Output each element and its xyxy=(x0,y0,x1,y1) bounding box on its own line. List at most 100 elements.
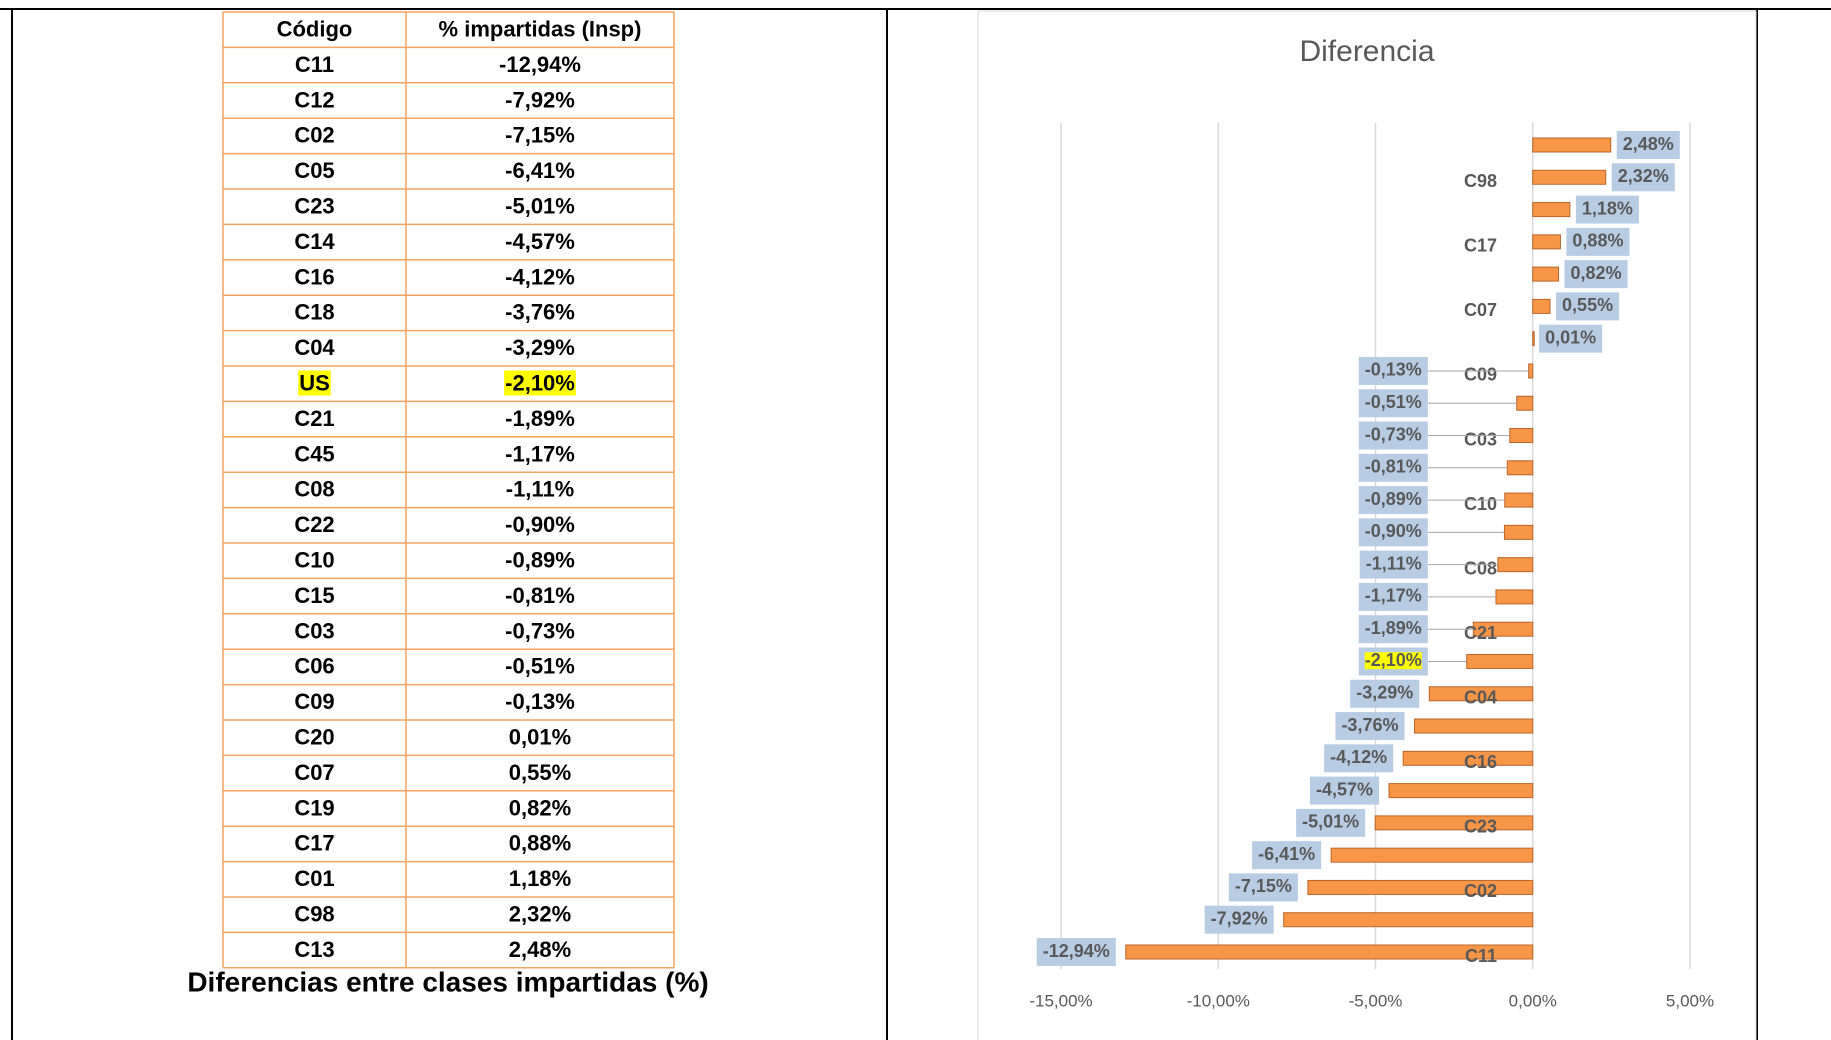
data-label-group: -0,81% xyxy=(1358,453,1508,482)
table-cell: C21 xyxy=(294,406,334,431)
data-label-box xyxy=(1324,744,1394,773)
table-header: Código xyxy=(277,17,353,42)
table-cell: C01 xyxy=(294,866,334,891)
bar xyxy=(1509,428,1534,444)
table-cell: -4,12% xyxy=(505,264,575,289)
bar xyxy=(1532,234,1561,250)
y-tick-label: C23 xyxy=(1464,817,1497,837)
table-cell: 0,55% xyxy=(509,760,571,785)
data-label-group: 2,32% xyxy=(1611,163,1675,192)
data-label: 0,88% xyxy=(1572,231,1623,251)
bar xyxy=(1532,266,1560,282)
y-tick-label: C17 xyxy=(1464,236,1497,256)
table-cell: 2,32% xyxy=(509,902,571,927)
data-label-box xyxy=(1358,389,1428,418)
data-label-box xyxy=(1358,421,1428,450)
data-label: -6,41% xyxy=(1258,844,1315,864)
data-label-box xyxy=(1036,938,1116,966)
data-label-group: -1,89% xyxy=(1358,615,1474,644)
data-label-group: -0,13% xyxy=(1358,356,1529,385)
data-label: -0,51% xyxy=(1365,392,1422,412)
data-label-group: -1,11% xyxy=(1359,550,1498,579)
table-cell: C15 xyxy=(294,583,334,608)
bar xyxy=(1466,653,1534,669)
bar xyxy=(1532,331,1535,347)
bar xyxy=(1495,589,1534,605)
data-label-box xyxy=(1616,131,1680,159)
table-cell: -0,89% xyxy=(505,548,575,573)
bar xyxy=(1532,137,1612,153)
data-label: -0,89% xyxy=(1365,489,1422,509)
data-label: -0,81% xyxy=(1365,457,1422,477)
table-cell: US xyxy=(299,371,330,396)
data-label: -3,76% xyxy=(1341,715,1398,735)
table-cell: -4,57% xyxy=(505,229,575,254)
data-label: -4,12% xyxy=(1330,747,1387,767)
bar xyxy=(1504,492,1534,508)
y-tick-label: C07 xyxy=(1464,300,1497,320)
data-label-box xyxy=(1575,195,1639,224)
data-label: -12,94% xyxy=(1043,941,1110,961)
bar xyxy=(1506,460,1534,476)
table-caption: Diferencias entre clases impartidas (%) xyxy=(187,966,708,997)
data-label: -3,29% xyxy=(1356,683,1413,703)
data-label-box xyxy=(1539,324,1603,353)
data-label-group: -7,15% xyxy=(1228,873,1298,902)
bar xyxy=(1413,718,1534,734)
data-label-box xyxy=(1204,905,1274,934)
table-cell: C10 xyxy=(294,548,334,573)
table-cell: -2,10% xyxy=(505,371,575,396)
x-tick-label: -15,00% xyxy=(1029,991,1092,1010)
data-label-group: -4,57% xyxy=(1309,776,1380,805)
data-label-box xyxy=(1611,163,1675,192)
highlight xyxy=(1364,652,1422,670)
bar xyxy=(1330,847,1534,863)
data-label: 0,82% xyxy=(1571,263,1622,283)
y-tick-label: C03 xyxy=(1464,429,1497,449)
data-label: 1,18% xyxy=(1582,198,1633,218)
data-label-group: -1,17% xyxy=(1358,582,1496,611)
bar xyxy=(1532,298,1551,314)
table-cell: -0,73% xyxy=(505,618,575,643)
table-cell: C19 xyxy=(294,795,334,820)
data-label-box xyxy=(1358,582,1428,611)
table-cell: C23 xyxy=(294,194,334,219)
table-cell: -0,81% xyxy=(505,583,575,608)
table-cell: C20 xyxy=(294,725,334,750)
data-label-box xyxy=(1556,292,1620,321)
table-cell: C12 xyxy=(294,87,334,112)
data-label: -0,90% xyxy=(1365,521,1422,541)
x-tick-label: -5,00% xyxy=(1349,991,1403,1010)
data-label-group: -0,73% xyxy=(1358,421,1510,450)
table-cell: C11 xyxy=(295,52,334,77)
data-label-box xyxy=(1564,260,1628,289)
bar xyxy=(1388,783,1534,799)
data-label-group: 0,82% xyxy=(1564,260,1628,289)
data-label-group: 1,18% xyxy=(1575,195,1639,224)
data-label-box xyxy=(1309,776,1380,805)
y-tick-label: C08 xyxy=(1464,558,1497,578)
table-cell: -7,15% xyxy=(505,123,575,148)
data-label-group: -12,94% xyxy=(1036,938,1116,966)
data-label-box xyxy=(1350,679,1420,708)
data-label: -1,17% xyxy=(1365,586,1422,606)
table-cell: 0,88% xyxy=(509,831,571,856)
data-label: -1,89% xyxy=(1365,618,1422,638)
data-label-group: 2,48% xyxy=(1616,131,1680,159)
data-label: 0,55% xyxy=(1562,295,1613,315)
table-cell: C09 xyxy=(294,689,334,714)
data-label: -7,15% xyxy=(1235,876,1292,896)
table-cell: -5,01% xyxy=(505,194,575,219)
table-cell: 1,18% xyxy=(509,866,571,891)
data-label: 2,48% xyxy=(1623,134,1674,154)
data-label-box xyxy=(1358,453,1428,482)
table-cell: C07 xyxy=(294,760,334,785)
table-cell: C05 xyxy=(294,158,334,183)
data-label: 2,32% xyxy=(1618,166,1669,186)
data-label-group: -0,90% xyxy=(1358,518,1505,547)
table-cell: C04 xyxy=(294,335,335,360)
data-label-box xyxy=(1358,615,1428,644)
table-cell: -1,89% xyxy=(505,406,575,431)
data-label-box xyxy=(1296,808,1366,837)
